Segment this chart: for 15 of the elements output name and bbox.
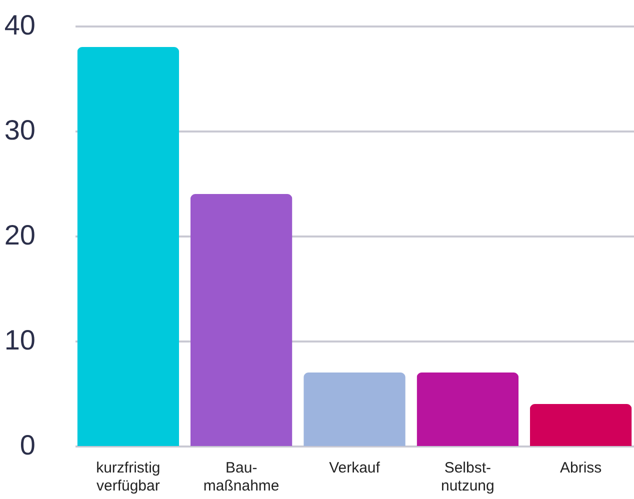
x-tick-label: Selbst-nutzung bbox=[440, 460, 494, 494]
bar bbox=[304, 372, 406, 446]
y-tick-label: 20 bbox=[4, 220, 36, 250]
x-tick-label: Verkauf bbox=[329, 460, 381, 476]
x-tick-label: kurzfristig verfügbar bbox=[96, 460, 160, 494]
y-tick-label: 0 bbox=[20, 430, 36, 460]
bar bbox=[416, 372, 519, 446]
x-tick-label: Abriss bbox=[560, 460, 602, 476]
y-tick-label: 10 bbox=[4, 324, 36, 356]
y-tick-label: 40 bbox=[4, 10, 36, 40]
bar bbox=[77, 47, 180, 446]
bar bbox=[190, 194, 292, 446]
x-tick-label: Bau-maßnahme bbox=[203, 460, 280, 494]
bar bbox=[530, 404, 632, 446]
y-tick-label: 30 bbox=[4, 114, 36, 146]
